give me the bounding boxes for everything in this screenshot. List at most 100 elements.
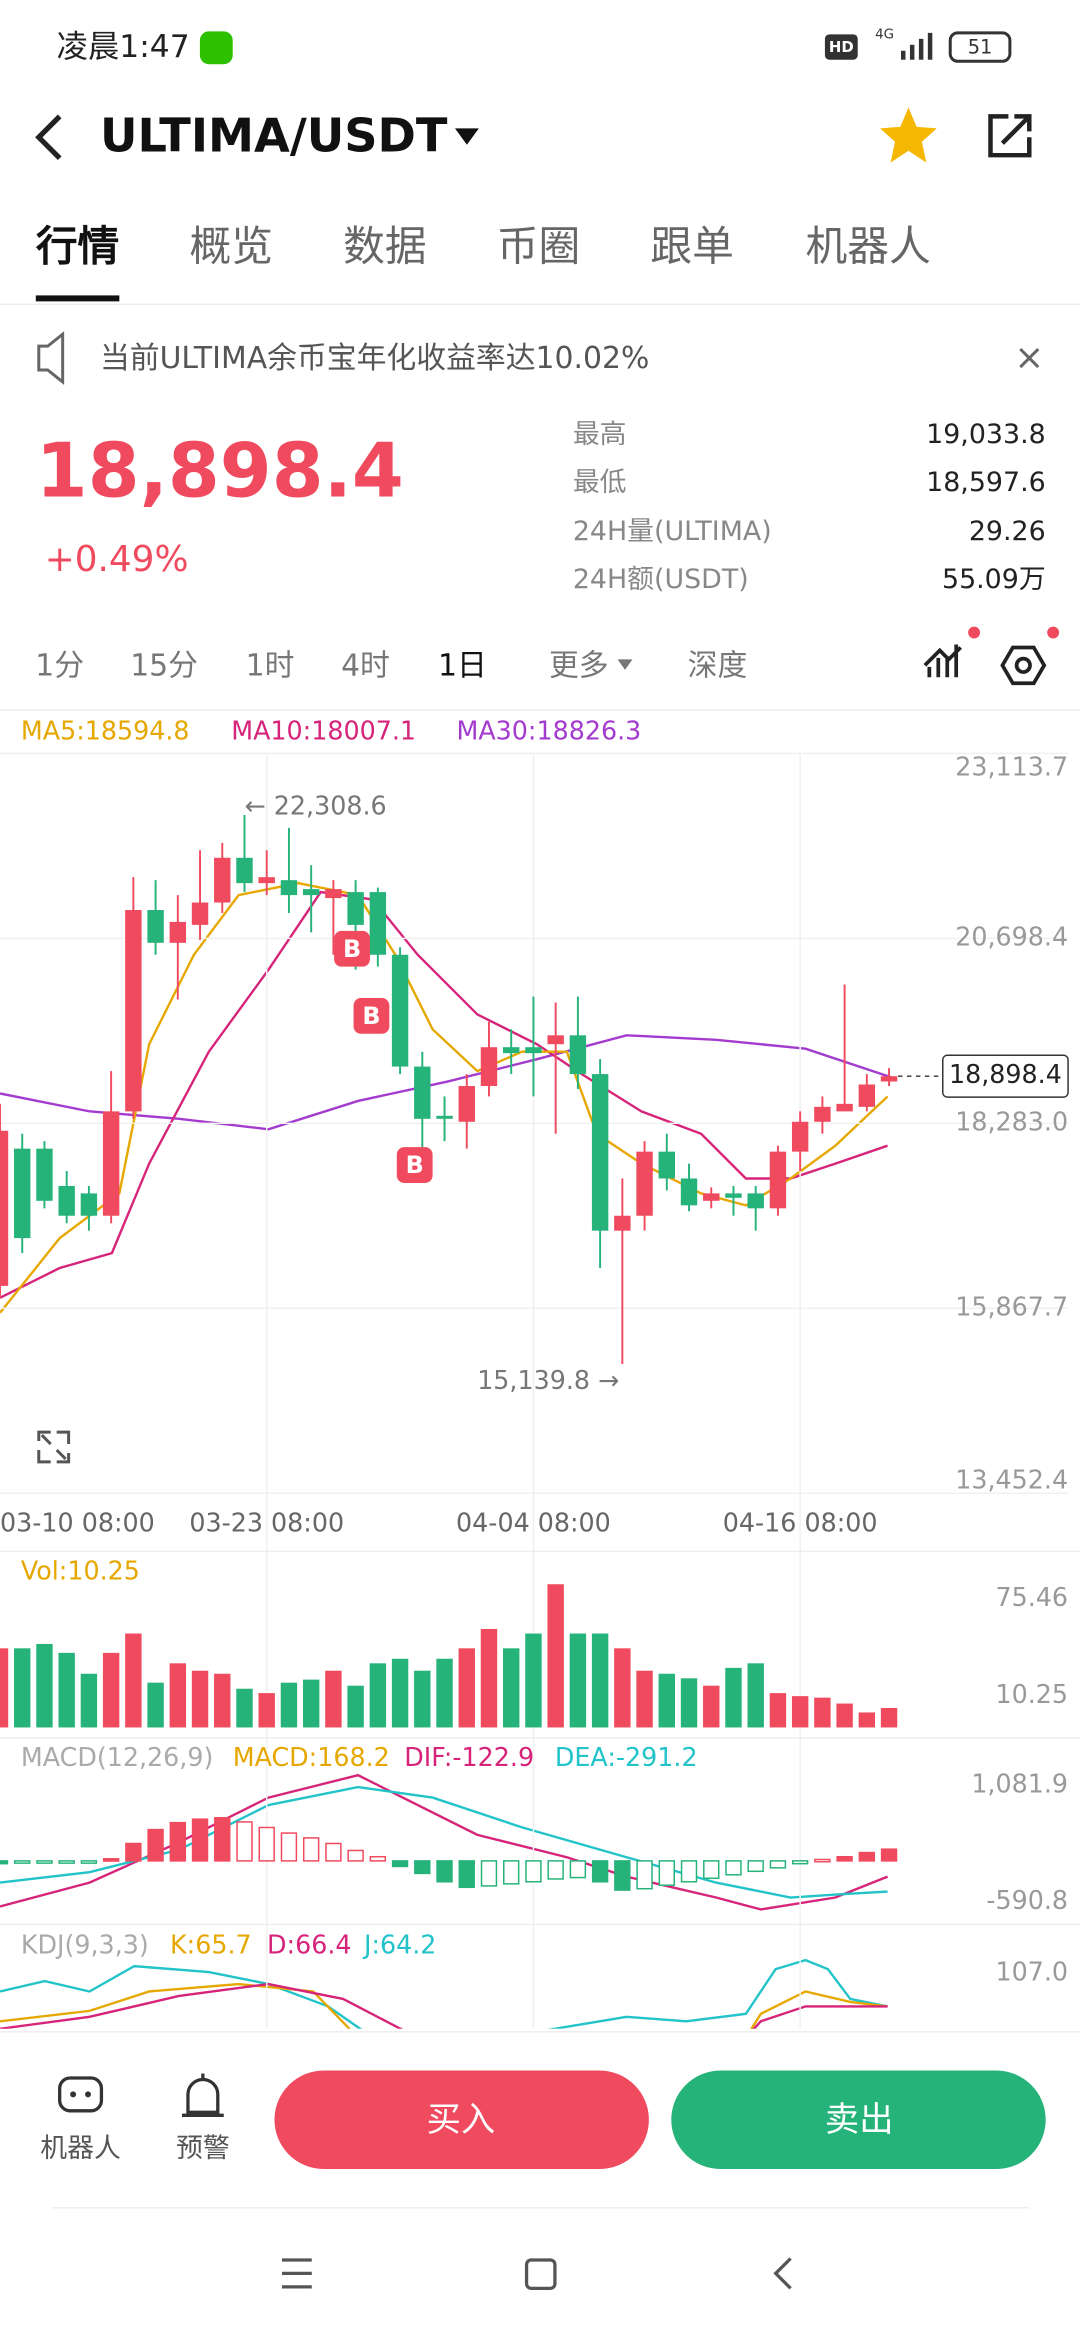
min-annotation: 15,139.8 → <box>477 1365 619 1395</box>
ma-legend: MA10:18007.1 <box>231 715 416 745</box>
kdj-label: J:64.2 <box>362 1930 436 1960</box>
volume-bar <box>769 1693 787 1728</box>
macd-bar <box>880 1848 898 1862</box>
kdj-lines <box>0 1958 888 2029</box>
back-button[interactable] <box>35 114 62 161</box>
macd-bar <box>858 1851 876 1862</box>
interval[interactable]: 深度 <box>688 648 748 683</box>
min-value: 15,139.8 <box>477 1365 590 1395</box>
macd-bar <box>569 1860 587 1879</box>
tab[interactable]: 行情 <box>36 222 120 271</box>
notice-close[interactable] <box>1019 348 1040 369</box>
candle-body <box>880 1076 898 1082</box>
volume-bar <box>525 1633 542 1728</box>
macd-bar <box>147 1828 164 1862</box>
macd-bar <box>680 1860 698 1883</box>
tab[interactable]: 跟单 <box>650 222 734 271</box>
interval[interactable]: 1日 <box>438 648 487 683</box>
alert-label[interactable]: 预警 <box>176 2133 230 2164</box>
nav-menu[interactable] <box>281 2258 312 2289</box>
tab[interactable]: 币圈 <box>497 222 581 271</box>
candle-body <box>147 910 164 943</box>
dif-line <box>0 1785 888 1899</box>
volume-bar <box>191 1670 209 1728</box>
ma-legend: MA30:18826.3 <box>456 715 641 745</box>
interval[interactable]: 4时 <box>341 648 390 683</box>
interval[interactable]: 1时 <box>246 648 295 683</box>
wechat-icon <box>199 31 233 65</box>
volume-bar <box>503 1648 520 1728</box>
candle-body <box>658 1151 675 1179</box>
tab[interactable]: 机器人 <box>806 222 931 271</box>
alert-icon[interactable] <box>181 2073 224 2117</box>
macd-bar <box>280 1832 298 1862</box>
candle-body <box>236 857 253 884</box>
interval[interactable]: 更多 <box>549 648 609 683</box>
volume-bar <box>658 1673 675 1728</box>
y-tick-label: 18,283.0 <box>955 1106 1068 1136</box>
macd-bar <box>391 1860 409 1868</box>
share-button[interactable] <box>988 114 1032 158</box>
volume-bar <box>858 1712 876 1728</box>
volume-bar <box>569 1633 587 1728</box>
y-tick-label: 1,081.9 <box>971 1769 1068 1799</box>
battery-icon <box>948 31 1012 63</box>
last-price: 18,898.4 <box>36 427 404 514</box>
interval[interactable]: 15分 <box>130 648 198 683</box>
candle-body <box>125 910 142 1112</box>
macd-bar <box>169 1821 187 1862</box>
volume-bar <box>680 1678 698 1728</box>
tab[interactable]: 概览 <box>189 222 272 271</box>
volume-bar <box>325 1670 342 1728</box>
buy-label[interactable]: 买入 <box>427 2100 496 2140</box>
pair-dropdown[interactable] <box>454 128 479 145</box>
pair-title[interactable]: ULTIMA/USDT <box>100 108 448 162</box>
sell-label[interactable]: 卖出 <box>825 2100 894 2140</box>
nav-back[interactable] <box>773 2257 792 2290</box>
candle-body <box>169 921 187 943</box>
settings-icon-center <box>1014 656 1032 674</box>
sell-button[interactable] <box>671 2070 1046 2169</box>
buy-marker <box>334 930 370 967</box>
candle-body <box>414 1066 431 1119</box>
hd-badge <box>824 34 858 60</box>
indicator-icon[interactable] <box>923 644 962 678</box>
interval[interactable]: 1分 <box>35 648 84 683</box>
macd-bar <box>458 1860 475 1889</box>
settings-icon[interactable] <box>1000 645 1047 686</box>
volume-bar <box>391 1658 409 1728</box>
macd-bar <box>125 1842 142 1862</box>
volume-bar <box>347 1685 364 1728</box>
candle-body <box>0 1130 9 1286</box>
candle-body <box>258 877 275 884</box>
tab[interactable]: 数据 <box>343 222 427 271</box>
macd-bar <box>0 1860 9 1865</box>
candle-body <box>58 1185 75 1216</box>
macd-bar <box>14 1860 31 1864</box>
volume-bar <box>302 1679 320 1728</box>
y-tick-label: 75.46 <box>996 1582 1069 1612</box>
volume-bar <box>102 1652 120 1728</box>
candle-body <box>14 1148 31 1239</box>
speaker-icon <box>37 331 65 386</box>
robot-icon[interactable] <box>58 2076 104 2113</box>
buy-marker <box>396 1147 433 1183</box>
nav-home[interactable] <box>524 2258 557 2290</box>
volume-bar <box>258 1693 275 1728</box>
robot-label[interactable]: 机器人 <box>40 2133 121 2164</box>
favorite-star[interactable] <box>880 107 937 163</box>
macd-bar <box>414 1860 431 1875</box>
kdj-label: D:66.4 <box>267 1930 351 1960</box>
volume-bar <box>458 1648 475 1728</box>
fullscreen-icon[interactable] <box>37 1430 71 1464</box>
volume-bar <box>80 1673 98 1728</box>
candle-body <box>80 1193 98 1216</box>
buy-button[interactable] <box>274 2070 649 2169</box>
notice-text[interactable]: 当前ULTIMA余币宝年化收益率达10.02% <box>100 341 649 376</box>
macd-bar <box>36 1860 53 1864</box>
macd-bar <box>791 1860 809 1865</box>
candle-body <box>458 1086 475 1122</box>
stat-value: 19,033.8 <box>926 419 1046 450</box>
